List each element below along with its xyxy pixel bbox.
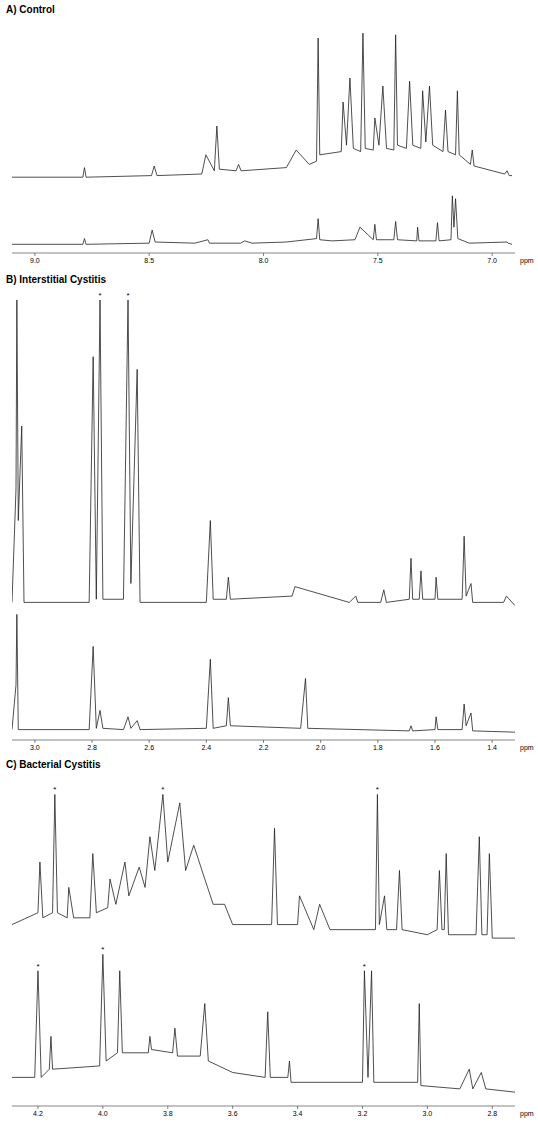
x-tick xyxy=(149,253,150,256)
panel-title: C) Bacterial Cystitis xyxy=(6,759,101,770)
x-tick-label: 8.5 xyxy=(144,257,154,264)
x-tick xyxy=(34,740,35,743)
plot-area xyxy=(12,300,515,732)
panel-title: B) Interstitial Cystitis xyxy=(6,274,106,285)
x-tick-label: 3.0 xyxy=(423,1110,433,1117)
x-tick-label: 7.0 xyxy=(487,257,497,264)
x-tick-label: 2.0 xyxy=(316,744,326,751)
peak-marker: * xyxy=(98,291,101,300)
x-tick-label: 1.6 xyxy=(430,744,440,751)
plot-area xyxy=(12,794,515,1092)
x-axis-title: ppm xyxy=(520,744,534,752)
figure: A) Control9.08.58.07.57.0ppmB) Interstit… xyxy=(0,0,538,1126)
x-tick-label: 2.6 xyxy=(144,744,154,751)
x-tick-label: 3.2 xyxy=(358,1110,368,1117)
x-tick xyxy=(492,740,493,743)
x-tick xyxy=(102,1106,103,1109)
panel: C) Bacterial Cystitis * * * * * * 4.2 4.0 3.8 3.6 3… xyxy=(6,759,534,1118)
x-tick xyxy=(149,740,150,743)
spectrum-trace xyxy=(12,954,515,1092)
x-axis xyxy=(12,1106,515,1107)
panel-title: A) Control xyxy=(6,4,55,15)
x-tick xyxy=(492,1106,493,1109)
peak-marker: * xyxy=(363,962,366,971)
x-tick xyxy=(297,1106,298,1109)
x-tick xyxy=(362,1106,363,1109)
x-tick xyxy=(92,740,93,743)
x-tick xyxy=(427,1106,428,1109)
panel: A) Control 9.0 8.5 8.0 7.5 7.0 ppm xyxy=(6,4,534,265)
x-tick-label: 9.0 xyxy=(30,257,40,264)
spectrum-trace xyxy=(12,794,515,938)
x-tick-label: 4.0 xyxy=(98,1110,108,1117)
x-axis-title: ppm xyxy=(520,257,534,265)
x-tick-label: 2.8 xyxy=(487,1110,497,1117)
peak-marker: * xyxy=(53,785,56,794)
x-tick-label: 8.0 xyxy=(259,257,269,264)
x-tick-label: 1.8 xyxy=(373,744,383,751)
x-tick-label: 1.4 xyxy=(487,744,497,751)
spectrum-trace xyxy=(12,33,512,177)
x-tick-label: 3.0 xyxy=(30,744,40,751)
x-tick xyxy=(206,740,207,743)
peak-marker: * xyxy=(161,785,164,794)
x-tick-label: 3.8 xyxy=(163,1110,173,1117)
x-tick-label: 3.6 xyxy=(228,1110,238,1117)
x-tick xyxy=(320,740,321,743)
spectrum-trace xyxy=(12,196,512,244)
x-axis-title: ppm xyxy=(520,1110,534,1118)
x-tick xyxy=(377,253,378,256)
x-tick xyxy=(37,1106,38,1109)
x-tick xyxy=(492,253,493,256)
peak-marker: * xyxy=(126,291,129,300)
x-tick xyxy=(377,740,378,743)
x-tick-label: 2.8 xyxy=(87,744,97,751)
x-tick-label: 7.5 xyxy=(373,257,383,264)
plot-area xyxy=(12,33,512,244)
x-tick xyxy=(434,740,435,743)
peak-marker: * xyxy=(101,945,104,954)
x-tick-label: 3.4 xyxy=(293,1110,303,1117)
x-tick-label: 4.2 xyxy=(33,1110,43,1117)
spectrum-trace xyxy=(12,614,515,732)
spectrum-trace xyxy=(12,300,515,606)
x-tick xyxy=(34,253,35,256)
x-tick-label: 2.4 xyxy=(201,744,211,751)
peak-marker: * xyxy=(376,785,379,794)
x-tick xyxy=(167,1106,168,1109)
x-tick-label: 2.2 xyxy=(259,744,269,751)
x-tick xyxy=(263,740,264,743)
peak-marker: * xyxy=(36,962,39,971)
x-tick xyxy=(232,1106,233,1109)
panel: B) Interstitial Cystitis * * 3.0 2.8 2.6 2.4 2.… xyxy=(6,274,534,752)
x-tick xyxy=(263,253,264,256)
